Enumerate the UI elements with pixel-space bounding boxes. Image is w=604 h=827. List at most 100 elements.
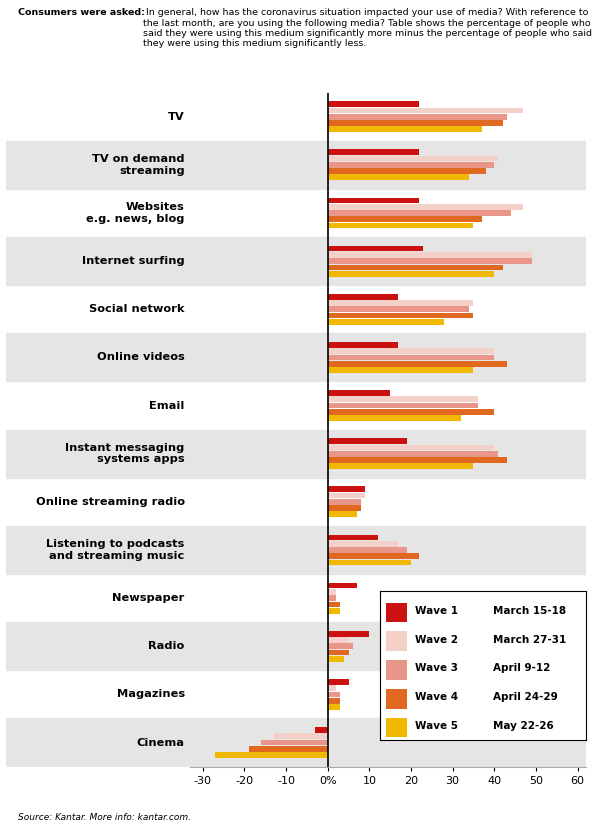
Bar <box>328 222 474 228</box>
Text: Wave 5: Wave 5 <box>415 721 458 731</box>
Bar <box>328 319 445 325</box>
Bar <box>328 560 411 566</box>
Text: In general, how has the coronavirus situation impacted your use of media? With r: In general, how has the coronavirus situ… <box>143 8 592 49</box>
Bar <box>328 101 419 107</box>
Bar <box>328 589 336 595</box>
Bar <box>6 141 190 189</box>
Text: Source: Kantar. More info: kantar.com.: Source: Kantar. More info: kantar.com. <box>18 814 191 822</box>
Bar <box>328 505 361 511</box>
Bar <box>328 608 340 614</box>
Text: Email: Email <box>149 400 185 410</box>
Text: Wave 2: Wave 2 <box>415 634 458 644</box>
Bar <box>328 210 511 216</box>
Bar <box>328 355 494 361</box>
Bar <box>6 430 190 478</box>
Bar <box>328 168 486 174</box>
Bar <box>328 367 474 373</box>
Bar <box>328 174 469 180</box>
Bar <box>190 333 586 381</box>
Text: Radio: Radio <box>149 641 185 652</box>
Bar <box>328 457 507 463</box>
Bar <box>274 734 328 739</box>
Bar <box>328 541 399 547</box>
Bar <box>6 526 190 574</box>
FancyBboxPatch shape <box>387 603 407 622</box>
Bar <box>328 409 494 414</box>
Bar <box>328 679 349 685</box>
Bar <box>328 643 353 649</box>
Bar <box>328 595 336 601</box>
Bar <box>328 445 494 451</box>
FancyBboxPatch shape <box>387 660 407 680</box>
Bar <box>328 511 357 517</box>
Bar <box>261 739 328 745</box>
Text: March 27-31: March 27-31 <box>493 634 567 644</box>
Text: Magazines: Magazines <box>117 690 185 700</box>
Text: Consumers were asked:: Consumers were asked: <box>18 8 145 17</box>
Text: Online videos: Online videos <box>97 352 185 362</box>
Bar <box>328 203 524 209</box>
Bar <box>6 622 190 671</box>
Bar <box>190 526 586 574</box>
Bar <box>328 265 503 270</box>
Bar <box>328 650 349 656</box>
Text: March 15-18: March 15-18 <box>493 605 567 615</box>
Bar <box>328 691 340 697</box>
Bar <box>328 547 407 553</box>
Bar <box>328 348 494 354</box>
Bar <box>6 333 190 381</box>
Text: Wave 4: Wave 4 <box>415 692 458 702</box>
Bar <box>328 246 423 251</box>
Bar <box>328 415 461 421</box>
Text: April 24-29: April 24-29 <box>493 692 558 702</box>
Bar <box>6 719 190 767</box>
Bar <box>328 463 474 469</box>
Text: Listening to podcasts
and streaming music: Listening to podcasts and streaming musi… <box>47 539 185 561</box>
Bar <box>315 727 328 733</box>
Bar <box>328 150 419 155</box>
Bar <box>328 252 532 258</box>
Bar <box>328 637 349 643</box>
Bar <box>328 313 474 318</box>
Text: Online streaming radio: Online streaming radio <box>36 497 185 507</box>
Bar <box>328 601 340 607</box>
Bar <box>328 198 419 203</box>
Bar <box>215 753 328 758</box>
Bar <box>328 342 399 348</box>
Bar <box>328 553 419 559</box>
Bar <box>328 396 478 402</box>
Bar <box>190 622 586 671</box>
Bar <box>328 704 340 710</box>
Bar <box>328 114 507 120</box>
Text: Wave 3: Wave 3 <box>415 663 458 673</box>
Text: Cinema: Cinema <box>137 738 185 748</box>
Bar <box>328 583 357 589</box>
Bar <box>328 162 494 168</box>
Bar <box>328 534 378 540</box>
Bar <box>328 499 361 504</box>
Bar <box>328 127 482 132</box>
Bar <box>328 361 507 366</box>
Bar <box>328 403 478 409</box>
Bar <box>328 390 390 396</box>
Bar <box>190 237 586 285</box>
Bar <box>328 438 407 444</box>
Bar <box>328 306 469 312</box>
Bar <box>190 141 586 189</box>
Text: Wave 1: Wave 1 <box>415 605 458 615</box>
FancyBboxPatch shape <box>387 689 407 709</box>
Bar <box>328 493 365 499</box>
Bar <box>328 451 498 457</box>
Text: TV on demand
streaming: TV on demand streaming <box>92 154 185 175</box>
Text: Instant messaging
systems apps: Instant messaging systems apps <box>65 443 185 465</box>
Bar <box>328 631 369 637</box>
Bar <box>328 698 340 704</box>
Bar <box>328 258 532 264</box>
Text: May 22-26: May 22-26 <box>493 721 554 731</box>
Text: Social network: Social network <box>89 304 185 314</box>
Bar <box>328 300 474 306</box>
Bar <box>328 270 494 276</box>
Text: Websites
e.g. news, blog: Websites e.g. news, blog <box>86 202 185 224</box>
Bar <box>328 294 399 299</box>
Bar <box>190 430 586 478</box>
